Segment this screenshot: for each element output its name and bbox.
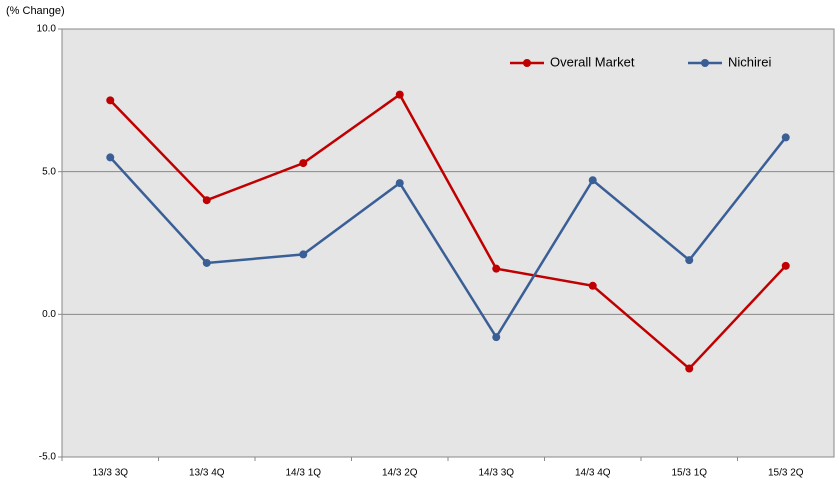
data-point <box>492 264 501 273</box>
data-point <box>395 90 404 99</box>
series-line <box>109 136 787 340</box>
data-point <box>685 256 694 265</box>
y-tick-label: -5.0 <box>39 452 57 463</box>
x-tick-label: 13/3 4Q <box>189 468 225 479</box>
x-tick-label: 14/3 4Q <box>575 468 611 479</box>
y-tick-label: 0.0 <box>42 309 56 320</box>
data-point <box>588 281 597 290</box>
plot-area <box>61 28 835 458</box>
data-point <box>299 250 308 259</box>
data-point <box>395 179 404 188</box>
legend-label: Overall Market <box>550 54 635 69</box>
data-point <box>106 153 115 162</box>
data-point <box>588 176 597 185</box>
y-axis-label: (% Change) <box>6 5 65 17</box>
x-tick-label: 15/3 1Q <box>671 468 707 479</box>
data-point <box>202 196 211 205</box>
data-point <box>781 261 790 270</box>
data-point <box>492 333 501 342</box>
legend-swatch <box>701 59 709 67</box>
data-point <box>299 159 308 168</box>
y-tick-label: 5.0 <box>42 166 56 177</box>
data-point <box>781 133 790 142</box>
series-line <box>109 92 787 371</box>
x-tick-label: 14/3 2Q <box>382 468 418 479</box>
data-point <box>202 258 211 267</box>
data-point <box>106 96 115 105</box>
x-tick-label: 14/3 1Q <box>285 468 321 479</box>
y-tick-label: 10.0 <box>37 24 57 35</box>
legend-label: Nichirei <box>728 54 771 69</box>
x-tick-label: 15/3 2Q <box>768 468 804 479</box>
data-point <box>685 364 694 373</box>
x-tick-label: 13/3 3Q <box>92 468 128 479</box>
x-tick-label: 14/3 3Q <box>478 468 514 479</box>
legend-swatch <box>523 59 531 67</box>
